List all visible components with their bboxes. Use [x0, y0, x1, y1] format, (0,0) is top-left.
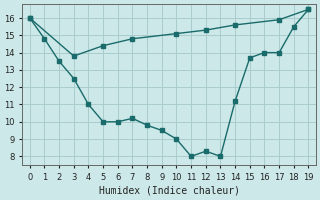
X-axis label: Humidex (Indice chaleur): Humidex (Indice chaleur) — [99, 186, 240, 196]
